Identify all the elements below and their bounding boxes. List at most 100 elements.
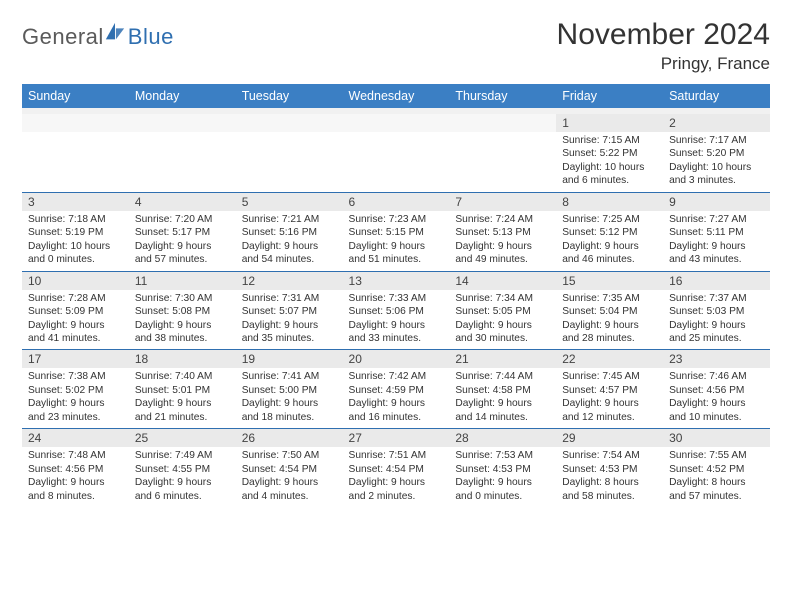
day-detail-cell: Sunrise: 7:17 AMSunset: 5:20 PMDaylight:…	[663, 132, 770, 192]
day-detail-cell: Sunrise: 7:40 AMSunset: 5:01 PMDaylight:…	[129, 368, 236, 428]
calendar-table: Sunday Monday Tuesday Wednesday Thursday…	[22, 84, 770, 507]
sunset-text: Sunset: 5:12 PM	[562, 226, 657, 239]
sunset-text: Sunset: 4:52 PM	[669, 463, 764, 476]
daylight2-text: and 3 minutes.	[669, 174, 764, 187]
daylight1-text: Daylight: 9 hours	[242, 319, 337, 332]
sunrise-text: Sunrise: 7:53 AM	[455, 449, 550, 462]
day-header: Wednesday	[343, 84, 450, 108]
sunrise-text: Sunrise: 7:25 AM	[562, 213, 657, 226]
daylight1-text: Daylight: 9 hours	[135, 240, 230, 253]
daylight1-text: Daylight: 9 hours	[455, 397, 550, 410]
sunrise-text: Sunrise: 7:37 AM	[669, 292, 764, 305]
day-number-cell: 15	[556, 271, 663, 290]
daylight1-text: Daylight: 8 hours	[669, 476, 764, 489]
sunset-text: Sunset: 4:54 PM	[349, 463, 444, 476]
day-number-cell: 29	[556, 429, 663, 448]
day-number-cell	[449, 114, 556, 132]
daylight1-text: Daylight: 9 hours	[349, 319, 444, 332]
daylight2-text: and 2 minutes.	[349, 490, 444, 503]
day-header: Saturday	[663, 84, 770, 108]
daylight1-text: Daylight: 9 hours	[242, 476, 337, 489]
daylight2-text: and 41 minutes.	[28, 332, 123, 345]
day-number-cell: 16	[663, 271, 770, 290]
day-number-cell: 1	[556, 114, 663, 132]
daylight1-text: Daylight: 9 hours	[28, 476, 123, 489]
day-detail-cell: Sunrise: 7:23 AMSunset: 5:15 PMDaylight:…	[343, 211, 450, 271]
daylight2-text: and 14 minutes.	[455, 411, 550, 424]
daylight1-text: Daylight: 9 hours	[349, 240, 444, 253]
sunset-text: Sunset: 5:06 PM	[349, 305, 444, 318]
brand-logo: General Blue	[22, 18, 174, 50]
sunrise-text: Sunrise: 7:28 AM	[28, 292, 123, 305]
daylight2-text: and 57 minutes.	[135, 253, 230, 266]
title-block: November 2024 Pringy, France	[557, 18, 770, 74]
sunset-text: Sunset: 5:03 PM	[669, 305, 764, 318]
daylight1-text: Daylight: 9 hours	[242, 397, 337, 410]
sunrise-text: Sunrise: 7:38 AM	[28, 370, 123, 383]
day-detail-cell: Sunrise: 7:34 AMSunset: 5:05 PMDaylight:…	[449, 290, 556, 350]
daylight1-text: Daylight: 9 hours	[669, 397, 764, 410]
day-detail-cell: Sunrise: 7:18 AMSunset: 5:19 PMDaylight:…	[22, 211, 129, 271]
sunrise-text: Sunrise: 7:20 AM	[135, 213, 230, 226]
sunset-text: Sunset: 5:20 PM	[669, 147, 764, 160]
sunset-text: Sunset: 5:02 PM	[28, 384, 123, 397]
day-number-cell: 20	[343, 350, 450, 369]
daylight1-text: Daylight: 10 hours	[28, 240, 123, 253]
daylight1-text: Daylight: 9 hours	[562, 397, 657, 410]
day-number-cell: 21	[449, 350, 556, 369]
day-number-cell: 14	[449, 271, 556, 290]
logo-sail-icon	[104, 21, 126, 43]
day-detail-cell: Sunrise: 7:24 AMSunset: 5:13 PMDaylight:…	[449, 211, 556, 271]
daylight2-text: and 23 minutes.	[28, 411, 123, 424]
day-header: Thursday	[449, 84, 556, 108]
day-detail-cell: Sunrise: 7:21 AMSunset: 5:16 PMDaylight:…	[236, 211, 343, 271]
sunrise-text: Sunrise: 7:33 AM	[349, 292, 444, 305]
day-number-cell	[236, 114, 343, 132]
day-header: Sunday	[22, 84, 129, 108]
sunrise-text: Sunrise: 7:54 AM	[562, 449, 657, 462]
daylight1-text: Daylight: 9 hours	[135, 476, 230, 489]
day-detail-cell: Sunrise: 7:38 AMSunset: 5:02 PMDaylight:…	[22, 368, 129, 428]
sunset-text: Sunset: 4:57 PM	[562, 384, 657, 397]
sunrise-text: Sunrise: 7:30 AM	[135, 292, 230, 305]
daylight2-text: and 43 minutes.	[669, 253, 764, 266]
day-number-cell: 28	[449, 429, 556, 448]
day-detail-cell: Sunrise: 7:45 AMSunset: 4:57 PMDaylight:…	[556, 368, 663, 428]
daylight1-text: Daylight: 9 hours	[455, 476, 550, 489]
day-number-cell: 9	[663, 192, 770, 211]
daylight1-text: Daylight: 9 hours	[242, 240, 337, 253]
sunset-text: Sunset: 5:08 PM	[135, 305, 230, 318]
day-detail-cell	[449, 132, 556, 192]
daylight1-text: Daylight: 10 hours	[669, 161, 764, 174]
daylight2-text: and 21 minutes.	[135, 411, 230, 424]
sunset-text: Sunset: 4:55 PM	[135, 463, 230, 476]
daylight1-text: Daylight: 9 hours	[562, 319, 657, 332]
sunset-text: Sunset: 5:17 PM	[135, 226, 230, 239]
day-number-cell: 24	[22, 429, 129, 448]
day-detail-cell: Sunrise: 7:31 AMSunset: 5:07 PMDaylight:…	[236, 290, 343, 350]
sunset-text: Sunset: 5:09 PM	[28, 305, 123, 318]
sunrise-text: Sunrise: 7:41 AM	[242, 370, 337, 383]
sunrise-text: Sunrise: 7:50 AM	[242, 449, 337, 462]
day-detail-cell	[22, 132, 129, 192]
day-detail-cell: Sunrise: 7:53 AMSunset: 4:53 PMDaylight:…	[449, 447, 556, 507]
day-detail-cell: Sunrise: 7:25 AMSunset: 5:12 PMDaylight:…	[556, 211, 663, 271]
day-detail-cell: Sunrise: 7:48 AMSunset: 4:56 PMDaylight:…	[22, 447, 129, 507]
sunset-text: Sunset: 5:15 PM	[349, 226, 444, 239]
daylight2-text: and 0 minutes.	[28, 253, 123, 266]
daylight2-text: and 0 minutes.	[455, 490, 550, 503]
day-header: Tuesday	[236, 84, 343, 108]
sunrise-text: Sunrise: 7:18 AM	[28, 213, 123, 226]
day-detail-cell: Sunrise: 7:20 AMSunset: 5:17 PMDaylight:…	[129, 211, 236, 271]
sunset-text: Sunset: 4:56 PM	[669, 384, 764, 397]
day-detail-cell: Sunrise: 7:44 AMSunset: 4:58 PMDaylight:…	[449, 368, 556, 428]
month-title: November 2024	[557, 18, 770, 52]
daylight2-text: and 16 minutes.	[349, 411, 444, 424]
sunset-text: Sunset: 5:07 PM	[242, 305, 337, 318]
day-header: Friday	[556, 84, 663, 108]
daylight2-text: and 46 minutes.	[562, 253, 657, 266]
daylight2-text: and 57 minutes.	[669, 490, 764, 503]
daylight1-text: Daylight: 9 hours	[669, 319, 764, 332]
sunrise-text: Sunrise: 7:17 AM	[669, 134, 764, 147]
calendar-header-row: Sunday Monday Tuesday Wednesday Thursday…	[22, 84, 770, 108]
